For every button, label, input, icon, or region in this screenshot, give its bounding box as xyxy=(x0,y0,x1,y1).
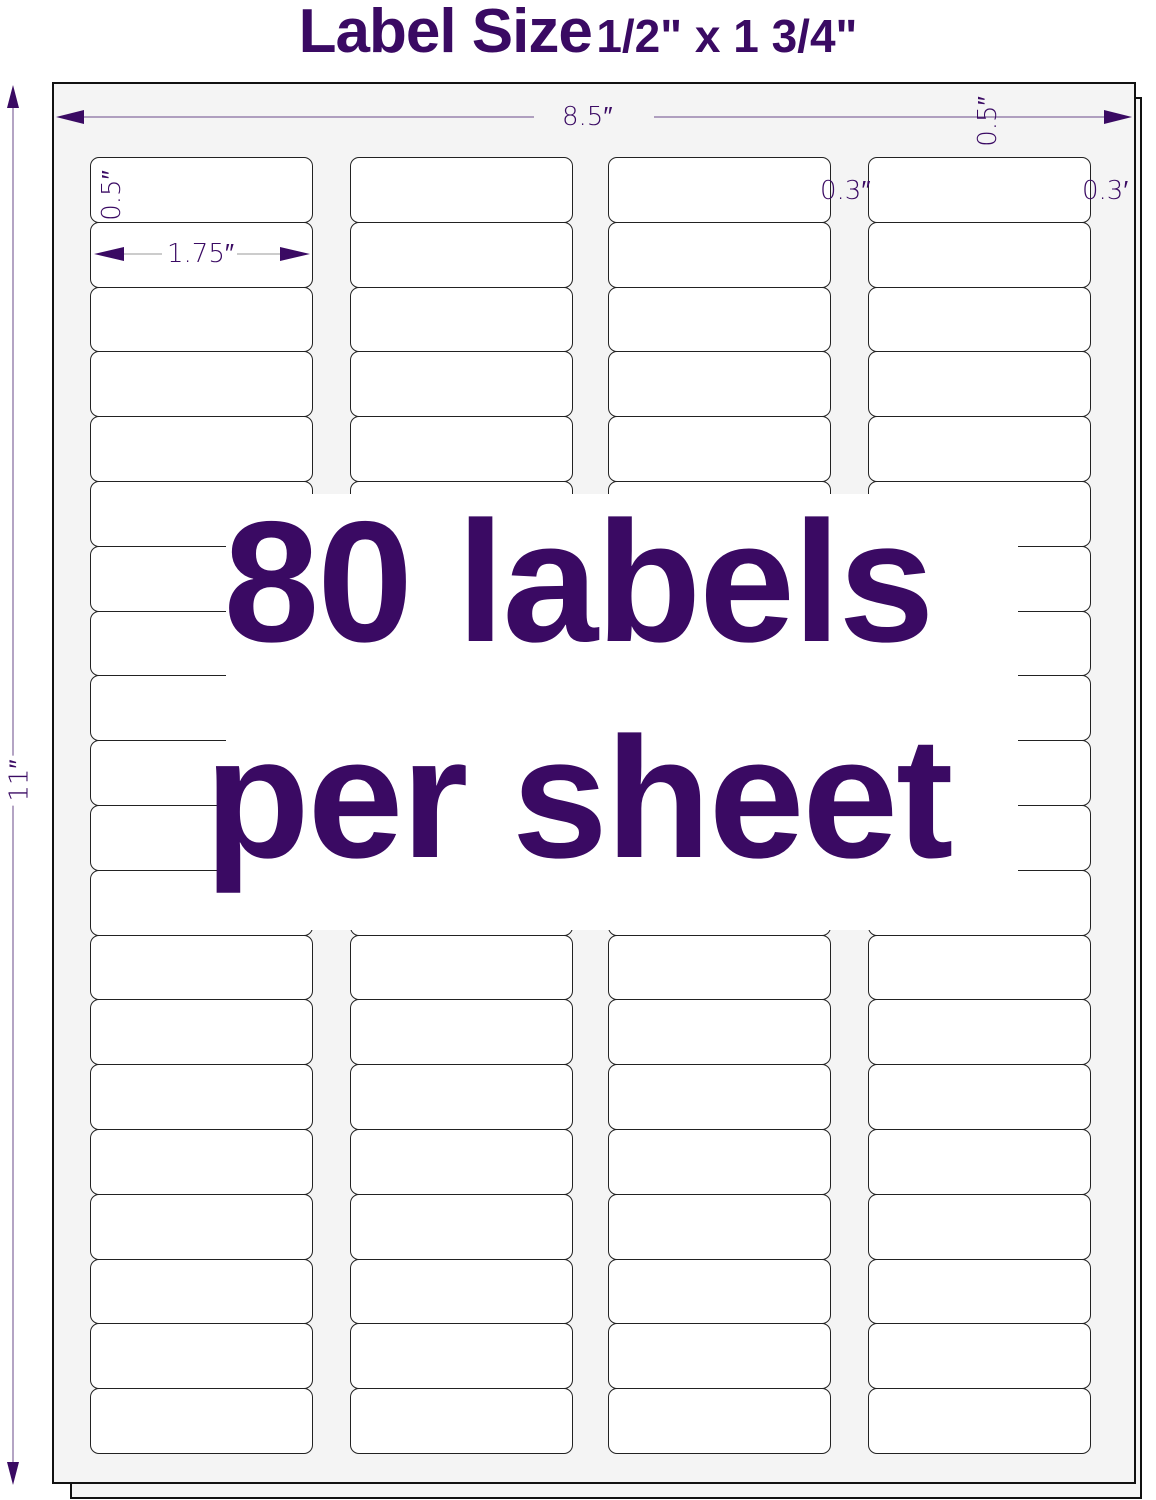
label-cell xyxy=(868,1323,1091,1390)
label-cell xyxy=(868,286,1091,353)
label-cell xyxy=(350,999,573,1066)
label-cell xyxy=(608,416,831,482)
label-cell xyxy=(350,934,573,1001)
label-cell xyxy=(90,1193,313,1260)
label-width-arrow xyxy=(94,247,310,261)
column-gap-label: 0.3″ xyxy=(820,176,871,206)
label-cell xyxy=(350,351,573,418)
label-cell xyxy=(608,934,831,1001)
label-cell xyxy=(608,1129,831,1195)
label-cell xyxy=(868,1129,1091,1195)
title-size: 1/2" x 1 3/4" xyxy=(596,10,858,62)
label-cell xyxy=(350,221,573,288)
label-cell xyxy=(868,934,1091,1001)
top-margin-label: 0.5″ xyxy=(972,96,1003,147)
label-cell xyxy=(868,1193,1091,1260)
label-cell xyxy=(608,351,831,418)
label-cell xyxy=(608,1323,831,1390)
width-arrow xyxy=(56,110,1132,124)
label-cell xyxy=(90,934,313,1001)
side-margin-label: 0.3′ xyxy=(1082,176,1129,206)
headline-line1: 80 labels xyxy=(223,486,935,678)
label-cell xyxy=(868,999,1091,1066)
headline-line2: per sheet xyxy=(204,702,954,894)
label-cell xyxy=(90,1064,313,1130)
label-height-label: 0.5″ xyxy=(96,170,127,221)
label-cell xyxy=(350,1258,573,1325)
label-cell xyxy=(608,221,831,288)
label-cell xyxy=(608,286,831,353)
label-cell xyxy=(868,221,1091,288)
label-cell xyxy=(608,1258,831,1325)
label-cell xyxy=(90,1388,313,1454)
label-cell xyxy=(90,1129,313,1195)
title-main: Label Size xyxy=(298,0,593,66)
label-cell xyxy=(350,1064,573,1130)
label-cell xyxy=(608,157,831,223)
label-cell xyxy=(350,1388,573,1454)
label-cell xyxy=(350,1193,573,1260)
label-cell xyxy=(90,351,313,418)
label-cell xyxy=(608,1193,831,1260)
label-cell xyxy=(350,286,573,353)
label-cell xyxy=(350,1129,573,1195)
label-cell xyxy=(350,157,573,223)
diagram-title: Label Size 1/2" x 1 3/4" xyxy=(0,0,1156,67)
label-cell xyxy=(90,1323,313,1390)
label-cell xyxy=(90,221,313,288)
label-cell xyxy=(608,1388,831,1454)
label-cell xyxy=(90,286,313,353)
label-cell xyxy=(608,1064,831,1130)
label-cell xyxy=(90,999,313,1066)
headline-backdrop xyxy=(226,494,1018,930)
label-cell xyxy=(608,999,831,1066)
label-cell xyxy=(90,416,313,482)
label-cell xyxy=(90,1258,313,1325)
label-cell xyxy=(868,416,1091,482)
label-cell xyxy=(868,1388,1091,1454)
label-cell xyxy=(350,416,573,482)
label-cell xyxy=(868,1064,1091,1130)
label-cell xyxy=(868,351,1091,418)
sheet-width-label: 8.5″ xyxy=(562,102,613,132)
label-cell xyxy=(350,1323,573,1390)
label-width-label: 1.75″ xyxy=(167,239,235,269)
label-cell xyxy=(868,157,1091,223)
label-cell xyxy=(868,1258,1091,1325)
label-cell xyxy=(90,157,313,223)
